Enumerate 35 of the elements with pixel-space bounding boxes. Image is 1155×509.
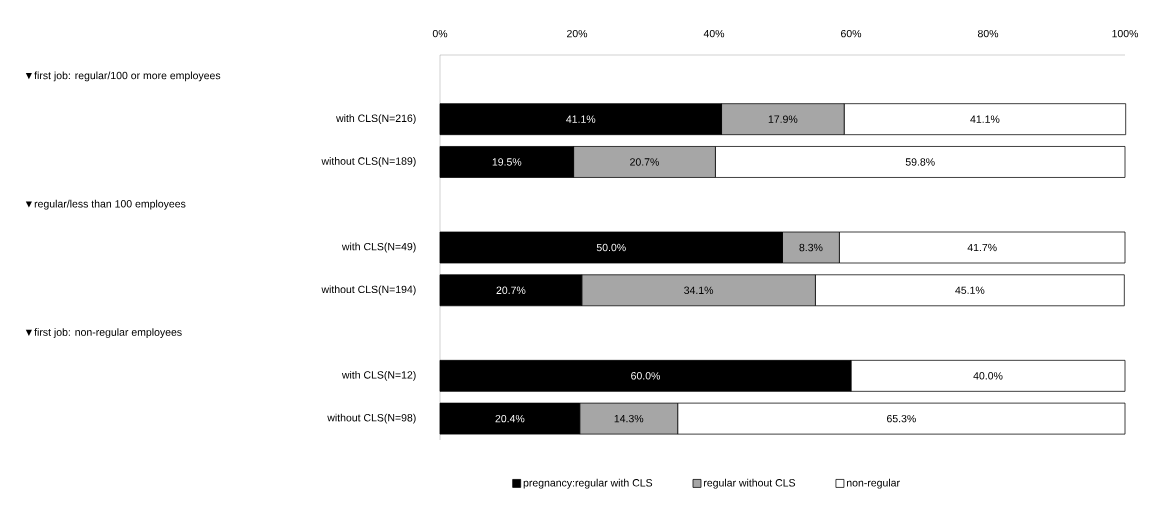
x-tick-label: 40% xyxy=(703,29,725,38)
text: ▼first job: non-regular employees xyxy=(25,328,182,338)
data-label: 8.3% xyxy=(799,243,823,252)
y-tick-label: without CLS(N=189) xyxy=(321,157,416,167)
x-tick-label: 100% xyxy=(1112,29,1139,38)
text: ▼regular/less than 100 employees xyxy=(25,199,186,210)
text: ▼first job: regular/100 or more employees xyxy=(25,71,221,82)
legend-label: non-regular xyxy=(847,478,900,489)
data-label: 19.5% xyxy=(492,158,522,166)
x-tick-label: 0% xyxy=(432,29,448,38)
data-label: 59.8% xyxy=(905,158,935,166)
x-tick-label: 60% xyxy=(841,29,862,38)
y-tick-label: with CLS(N=49) xyxy=(341,242,416,253)
data-label: 60.0% xyxy=(631,372,661,380)
data-label: 41.7% xyxy=(967,243,997,252)
data-label: 65.3% xyxy=(887,414,916,423)
data-label: 14.3% xyxy=(614,414,644,423)
data-label: 45.1% xyxy=(955,286,985,294)
y-tick-label: without CLS(N=98) xyxy=(327,413,416,424)
data-label: 20.7% xyxy=(630,158,659,166)
data-label: 17.9% xyxy=(768,115,798,123)
data-label: 50.0% xyxy=(596,243,626,252)
y-tick-label: without CLS(N=194) xyxy=(321,285,416,296)
x-tick-label: 20% xyxy=(567,29,588,38)
data-label: 41.1% xyxy=(970,115,1000,123)
data-label: 20.4% xyxy=(495,414,525,423)
data-label: 20.7% xyxy=(496,286,526,294)
legend-label: regular without CLS xyxy=(704,478,796,489)
y-tick-label: with CLS(N=12) xyxy=(341,370,416,381)
data-label: 40.0% xyxy=(973,372,1003,380)
legend-label: pregnancy:regular with CLS xyxy=(523,478,653,489)
data-label: 34.1% xyxy=(684,286,714,294)
x-tick-label: 80% xyxy=(977,29,999,38)
y-tick-label: with CLS(N=216) xyxy=(336,114,416,125)
data-label: 41.1% xyxy=(566,115,596,123)
